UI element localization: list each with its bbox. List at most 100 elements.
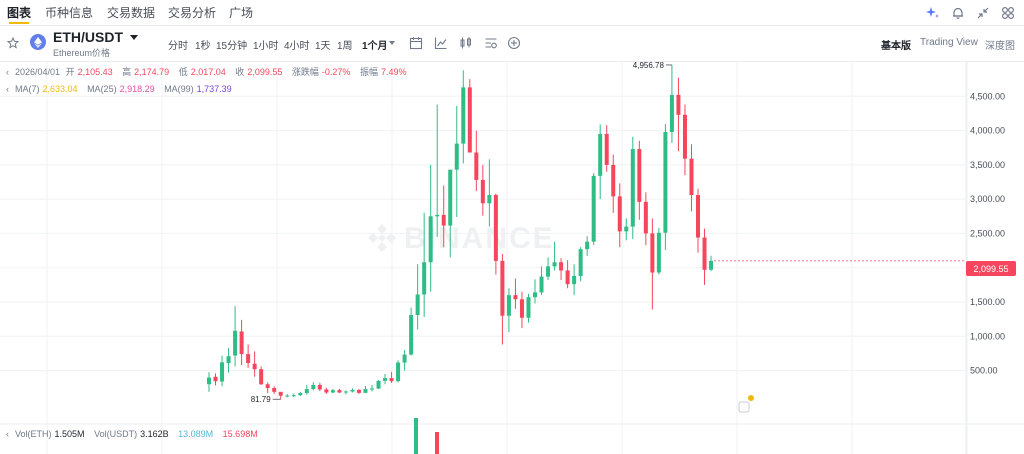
- vol-usdt-value: 3.162B: [140, 429, 169, 439]
- close-label: 收: [235, 67, 245, 77]
- candle-body: [682, 114, 687, 159]
- notes-icon: [738, 401, 750, 413]
- candles-icon[interactable]: [459, 36, 473, 50]
- ma25-label: MA(25): [87, 84, 117, 94]
- y-tick-label: 1,000.00: [970, 331, 1005, 341]
- ma7-value: 2,633.04: [42, 84, 78, 94]
- tab-square[interactable]: 广场: [229, 6, 254, 20]
- bell-icon[interactable]: [950, 5, 966, 21]
- star-icon[interactable]: [6, 36, 20, 54]
- calendar-icon[interactable]: [409, 36, 423, 50]
- symbol-pair[interactable]: ETH/USDT: [53, 29, 123, 45]
- candle-body: [493, 195, 498, 261]
- ohlc-date: 2026/04/01: [15, 67, 61, 77]
- chevron-down-icon[interactable]: [130, 35, 138, 40]
- candle-body: [474, 152, 479, 180]
- interval-chevron-icon[interactable]: [389, 41, 395, 45]
- interval-4h[interactable]: 4小时: [284, 41, 310, 52]
- candle-body: [461, 87, 466, 144]
- candle-body: [291, 395, 296, 397]
- symbol-header: ETH/USDT Ethereum价格 分时 1秒 15分钟 1小时 4小时 1…: [0, 26, 1024, 62]
- notes-badge-dot: [748, 395, 754, 401]
- low-annotation-label: 81.79: [251, 395, 272, 404]
- view-depth[interactable]: 深度图: [985, 41, 1015, 52]
- indicator-icon[interactable]: [434, 36, 448, 50]
- candle-body: [480, 179, 485, 204]
- tab-chart[interactable]: 图表: [7, 6, 32, 24]
- amplitude-value: 7.49%: [380, 67, 407, 77]
- tab-trading-data[interactable]: 交易数据: [107, 6, 156, 20]
- candle-body: [324, 389, 329, 393]
- interval-time[interactable]: 分时: [168, 41, 188, 52]
- interval-1h[interactable]: 1小时: [253, 41, 279, 52]
- change-label: 涨跌幅: [291, 67, 319, 77]
- ma-collapse-chevron-icon[interactable]: ‹: [6, 84, 9, 94]
- candle-body: [304, 389, 309, 394]
- ai-sparkle-icon[interactable]: [925, 5, 941, 21]
- view-basic[interactable]: 基本版: [881, 41, 911, 52]
- vol-eth-value: 1.505M: [54, 429, 85, 439]
- candle-body: [604, 134, 609, 165]
- low-label: 低: [178, 67, 188, 77]
- candle-body: [428, 216, 433, 263]
- grid-icon[interactable]: [1000, 5, 1016, 21]
- volume-legend: ‹ Vol(ETH) 1.505M Vol(USDT) 3.162B 13.089M …: [6, 429, 265, 439]
- vol-collapse-chevron-icon[interactable]: ‹: [6, 429, 9, 439]
- collapse-icon[interactable]: [975, 5, 991, 21]
- chart-settings-icon[interactable]: [484, 36, 498, 50]
- candle-body: [709, 260, 714, 270]
- candle-body: [265, 384, 270, 389]
- candle-body: [611, 164, 616, 197]
- candle-body: [624, 226, 629, 232]
- candle-body: [454, 143, 459, 170]
- interval-1mo[interactable]: 1个月: [362, 41, 388, 52]
- vol-usdt-label: Vol(USDT): [94, 429, 138, 439]
- candle-body: [259, 369, 264, 385]
- candle-body: [226, 356, 231, 364]
- open-label: 开: [65, 67, 75, 77]
- candle-body: [356, 389, 361, 393]
- candle-body: [656, 232, 661, 273]
- tab-trading-analysis[interactable]: 交易分析: [168, 6, 217, 20]
- candle-body: [591, 175, 596, 242]
- collapse-chevron-icon[interactable]: ‹: [6, 67, 9, 77]
- candle-body: [572, 275, 577, 285]
- candle-body: [317, 384, 322, 390]
- candle-body: [272, 388, 277, 392]
- candle-body: [343, 391, 348, 393]
- candle-body: [383, 378, 388, 381]
- volume-bar: [435, 432, 439, 454]
- candle-body: [533, 292, 537, 298]
- candle-body: [467, 87, 472, 153]
- candlestick-chart[interactable]: 500.001,000.001,500.002,000.002,500.003,…: [0, 62, 1024, 454]
- candle-body: [546, 266, 551, 277]
- symbol-subname: Ethereum价格: [53, 48, 111, 58]
- last-price-badge: 2,099.55: [966, 261, 1016, 276]
- candle-body: [396, 362, 401, 382]
- candle-body: [330, 390, 335, 393]
- y-tick-label: 3,000.00: [970, 194, 1005, 204]
- y-tick-label: 2,500.00: [970, 228, 1005, 238]
- candle-body: [696, 195, 700, 238]
- candle-body: [409, 315, 414, 355]
- candle-body: [702, 237, 707, 270]
- tab-coin-info[interactable]: 币种信息: [45, 6, 94, 20]
- add-indicator-icon[interactable]: [507, 36, 521, 50]
- candle-body: [617, 196, 622, 232]
- candle-body: [637, 149, 642, 202]
- candle-body: [676, 94, 681, 115]
- interval-1d[interactable]: 1天: [315, 41, 331, 52]
- close-value: 2,099.55: [247, 67, 283, 77]
- interval-15m[interactable]: 15分钟: [216, 41, 248, 52]
- ma-legend: ‹ MA(7) 2,633.04 MA(25) 2,918.29 MA(99) 1,73…: [6, 84, 239, 94]
- interval-1s[interactable]: 1秒: [195, 41, 211, 52]
- candle-body: [441, 214, 446, 226]
- view-tradingview[interactable]: Trading View: [920, 37, 978, 48]
- candle-body: [689, 158, 694, 196]
- candle-body: [370, 388, 374, 390]
- candle-body: [402, 354, 407, 363]
- vol-eth-label: Vol(ETH): [15, 429, 52, 439]
- candle-body: [519, 299, 524, 318]
- interval-1w[interactable]: 1周: [337, 41, 353, 52]
- candle-body: [220, 362, 225, 382]
